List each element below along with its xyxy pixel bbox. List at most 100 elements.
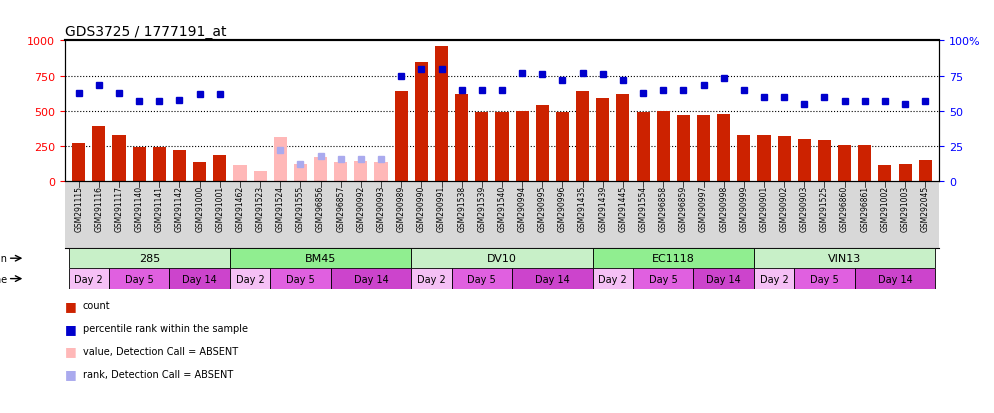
- Bar: [414, 62, 427, 182]
- Text: Day 2: Day 2: [417, 274, 445, 284]
- Text: Day 14: Day 14: [535, 274, 570, 284]
- Bar: [435, 47, 448, 182]
- Bar: [838, 146, 851, 182]
- Text: DV10: DV10: [487, 254, 517, 263]
- Text: ■: ■: [65, 344, 77, 358]
- Text: GSM290998: GSM290998: [720, 185, 729, 231]
- Text: GSM291540: GSM291540: [497, 185, 507, 231]
- Bar: [294, 165, 307, 182]
- Text: GSM296856: GSM296856: [316, 185, 325, 231]
- Text: GSM296858: GSM296858: [659, 185, 668, 231]
- Bar: [536, 106, 549, 182]
- Text: GSM292045: GSM292045: [920, 185, 929, 231]
- Bar: [512, 269, 592, 289]
- Text: Day 2: Day 2: [598, 274, 627, 284]
- Bar: [677, 116, 690, 182]
- Text: GSM291445: GSM291445: [618, 185, 627, 231]
- Bar: [73, 143, 85, 182]
- Text: Day 14: Day 14: [354, 274, 389, 284]
- Text: GDS3725 / 1777191_at: GDS3725 / 1777191_at: [65, 25, 226, 39]
- Bar: [918, 161, 931, 182]
- Text: Day 2: Day 2: [75, 274, 103, 284]
- Text: GSM291003: GSM291003: [901, 185, 910, 231]
- Text: BM45: BM45: [305, 254, 336, 263]
- Bar: [173, 150, 186, 182]
- Bar: [753, 248, 935, 269]
- Text: GSM291115: GSM291115: [75, 185, 83, 231]
- Text: rank, Detection Call = ABSENT: rank, Detection Call = ABSENT: [83, 369, 233, 379]
- Text: Day 5: Day 5: [467, 274, 496, 284]
- Text: GSM290902: GSM290902: [779, 185, 788, 231]
- Text: GSM291462: GSM291462: [236, 185, 245, 231]
- Text: GSM291539: GSM291539: [477, 185, 486, 231]
- Text: GSM291141: GSM291141: [155, 185, 164, 231]
- Bar: [592, 269, 633, 289]
- Text: Day 5: Day 5: [125, 274, 153, 284]
- Text: GSM290989: GSM290989: [397, 185, 406, 231]
- Text: time: time: [0, 274, 8, 284]
- Text: VIN13: VIN13: [828, 254, 861, 263]
- Bar: [694, 269, 753, 289]
- Text: GSM291000: GSM291000: [195, 185, 204, 231]
- Bar: [331, 269, 412, 289]
- Bar: [633, 269, 694, 289]
- Bar: [855, 269, 935, 289]
- Text: value, Detection Call = ABSENT: value, Detection Call = ABSENT: [83, 346, 238, 356]
- Text: GSM290992: GSM290992: [357, 185, 366, 231]
- Text: GSM291525: GSM291525: [820, 185, 829, 231]
- Text: GSM290991: GSM290991: [437, 185, 446, 231]
- Bar: [636, 113, 650, 182]
- Text: Day 14: Day 14: [707, 274, 742, 284]
- Text: GSM291001: GSM291001: [216, 185, 225, 231]
- Bar: [757, 136, 770, 182]
- Bar: [455, 95, 468, 182]
- Bar: [777, 137, 790, 182]
- Text: ■: ■: [65, 367, 77, 380]
- Text: Day 14: Day 14: [182, 274, 217, 284]
- Text: GSM296859: GSM296859: [679, 185, 688, 231]
- Text: GSM291538: GSM291538: [457, 185, 466, 231]
- Bar: [253, 171, 266, 182]
- Bar: [577, 92, 589, 182]
- Text: GSM291002: GSM291002: [881, 185, 890, 231]
- Bar: [556, 113, 569, 182]
- Text: GSM290999: GSM290999: [740, 185, 748, 231]
- Bar: [798, 140, 811, 182]
- Bar: [818, 140, 831, 182]
- Bar: [516, 112, 529, 182]
- Bar: [375, 162, 388, 182]
- Bar: [412, 248, 592, 269]
- Text: strain: strain: [0, 254, 8, 263]
- Bar: [273, 138, 287, 182]
- Bar: [395, 92, 408, 182]
- Text: GSM291439: GSM291439: [598, 185, 607, 231]
- Bar: [230, 248, 412, 269]
- Text: GSM291117: GSM291117: [114, 185, 123, 231]
- Bar: [657, 112, 670, 182]
- Text: Day 5: Day 5: [649, 274, 678, 284]
- Text: GSM296861: GSM296861: [860, 185, 870, 231]
- Text: GSM290993: GSM290993: [377, 185, 386, 231]
- Text: percentile rank within the sample: percentile rank within the sample: [83, 323, 248, 333]
- Bar: [314, 157, 327, 182]
- Bar: [69, 248, 230, 269]
- Bar: [234, 166, 247, 182]
- Text: GSM290903: GSM290903: [800, 185, 809, 231]
- Text: GSM291116: GSM291116: [94, 185, 103, 231]
- Bar: [334, 162, 347, 182]
- Bar: [495, 113, 509, 182]
- Text: GSM291555: GSM291555: [296, 185, 305, 231]
- Text: Day 5: Day 5: [286, 274, 315, 284]
- Bar: [879, 165, 892, 182]
- Bar: [92, 127, 105, 182]
- Bar: [616, 95, 629, 182]
- Text: GSM296860: GSM296860: [840, 185, 849, 231]
- Text: ■: ■: [65, 322, 77, 335]
- Bar: [270, 269, 331, 289]
- Bar: [858, 145, 872, 182]
- Text: count: count: [83, 301, 110, 311]
- Text: GSM290997: GSM290997: [699, 185, 708, 231]
- Text: ■: ■: [65, 299, 77, 312]
- Text: GSM291554: GSM291554: [638, 185, 647, 231]
- Bar: [193, 162, 206, 182]
